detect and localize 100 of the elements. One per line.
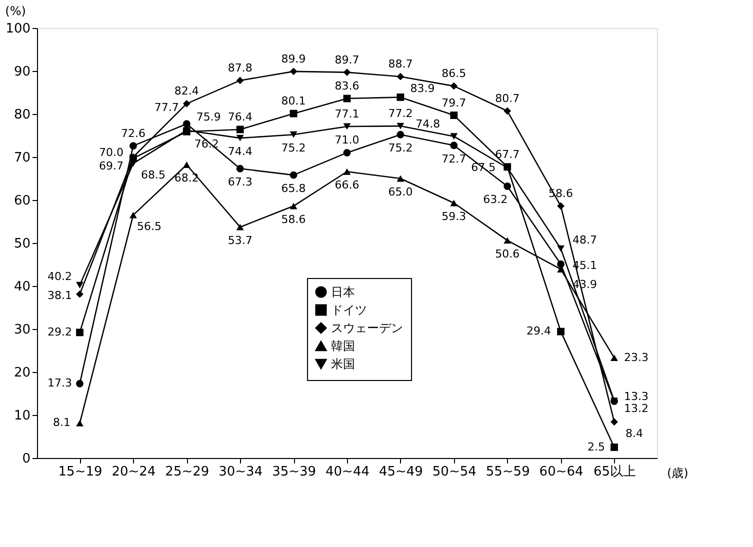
data-label: 67.7 <box>495 148 520 161</box>
data-label: 82.4 <box>174 84 199 98</box>
x-tick-label: 15~19 <box>58 464 102 480</box>
data-label: 8.1 <box>53 416 71 430</box>
y-axis-title: (%) <box>5 4 26 18</box>
point <box>76 328 84 336</box>
y-tick-label: 70 <box>14 150 30 166</box>
data-label: 77.2 <box>388 107 413 120</box>
x-tick-label: 45~49 <box>378 464 423 480</box>
point <box>396 94 404 101</box>
point <box>236 126 244 134</box>
point <box>450 133 458 140</box>
point <box>290 110 298 118</box>
data-label: 59.3 <box>442 210 466 224</box>
data-label: 75.9 <box>196 110 221 124</box>
data-label: 88.7 <box>388 58 413 71</box>
x-tick-label: 40~44 <box>326 464 370 480</box>
data-label: 69.7 <box>98 159 124 172</box>
data-label: 29.4 <box>526 324 552 338</box>
data-label: 89.7 <box>334 53 360 66</box>
legend-label: 米国 <box>331 357 355 371</box>
point <box>182 162 190 168</box>
point <box>557 260 564 268</box>
point <box>343 168 351 175</box>
data-label: 13.3 <box>624 390 648 403</box>
data-label: 68.2 <box>174 172 199 185</box>
data-label: 29.2 <box>48 325 72 338</box>
y-tick-label: 40 <box>14 280 30 294</box>
x-tick-label: 55~59 <box>486 464 530 480</box>
point <box>396 175 404 182</box>
data-label: 66.6 <box>334 178 360 192</box>
x-tick-label: 50~54 <box>432 464 476 480</box>
point <box>236 164 244 172</box>
y-tick-label: 60 <box>14 194 30 208</box>
point <box>130 142 137 150</box>
point <box>504 182 512 190</box>
y-tick-label: 100 <box>6 22 30 36</box>
data-label: 89.9 <box>281 52 306 66</box>
point <box>396 130 404 138</box>
point <box>182 100 190 108</box>
point <box>557 202 564 210</box>
point <box>343 149 351 156</box>
point <box>182 120 190 128</box>
point <box>450 200 458 206</box>
data-label: 67.3 <box>228 176 252 189</box>
x-tick-label: 20~24 <box>112 464 156 480</box>
data-label: 40.2 <box>48 270 72 284</box>
data-label: 80.7 <box>495 92 520 105</box>
y-tick-label: 90 <box>14 64 30 80</box>
point <box>504 107 512 115</box>
point <box>290 202 298 210</box>
point <box>450 82 458 90</box>
legend-label: ドイツ <box>331 303 367 317</box>
point <box>557 328 564 336</box>
point <box>396 122 404 130</box>
point <box>450 142 458 150</box>
x-tick-label: 35~39 <box>272 464 316 480</box>
data-label: 17.3 <box>48 376 72 390</box>
point <box>76 420 84 426</box>
point <box>236 76 244 84</box>
data-label: 56.5 <box>136 220 162 234</box>
data-label: 71.0 <box>334 134 360 147</box>
x-tick-label: 25~29 <box>165 464 210 480</box>
point <box>236 134 244 142</box>
data-label: 38.1 <box>48 289 72 302</box>
data-label: 65.0 <box>388 186 413 198</box>
point <box>76 380 84 388</box>
data-label: 53.7 <box>228 234 252 248</box>
point <box>610 354 618 362</box>
x-tick-label: 60~64 <box>539 464 584 480</box>
x-axis-title: (歳) <box>667 466 688 480</box>
data-label: 58.6 <box>281 213 306 226</box>
data-label: 76.4 <box>228 110 252 124</box>
data-label: 74.8 <box>416 117 440 130</box>
data-label: 8.4 <box>625 426 643 440</box>
point <box>130 212 137 218</box>
point <box>236 224 244 230</box>
legend-label: 日本 <box>331 285 355 299</box>
point <box>396 72 404 80</box>
point <box>450 112 458 119</box>
point <box>610 418 618 426</box>
data-label: 83.9 <box>410 82 435 96</box>
data-label: 77.7 <box>154 100 179 114</box>
data-label: 74.4 <box>228 145 252 158</box>
point <box>290 171 298 179</box>
legend-label: スウェーデン <box>331 321 403 335</box>
y-tick-label: 10 <box>14 408 30 424</box>
point <box>290 131 298 138</box>
point <box>290 68 298 76</box>
data-label: 77.1 <box>334 107 360 120</box>
data-label: 68.5 <box>140 168 166 182</box>
data-label: 13.2 <box>624 402 648 416</box>
data-label: 63.2 <box>483 193 508 206</box>
y-tick-label: 50 <box>14 236 30 252</box>
data-label: 72.7 <box>442 152 466 166</box>
point <box>343 123 351 130</box>
data-label: 72.6 <box>120 126 146 140</box>
data-label: 70.0 <box>98 146 124 159</box>
point <box>610 444 618 451</box>
data-label: 2.5 <box>587 440 605 454</box>
